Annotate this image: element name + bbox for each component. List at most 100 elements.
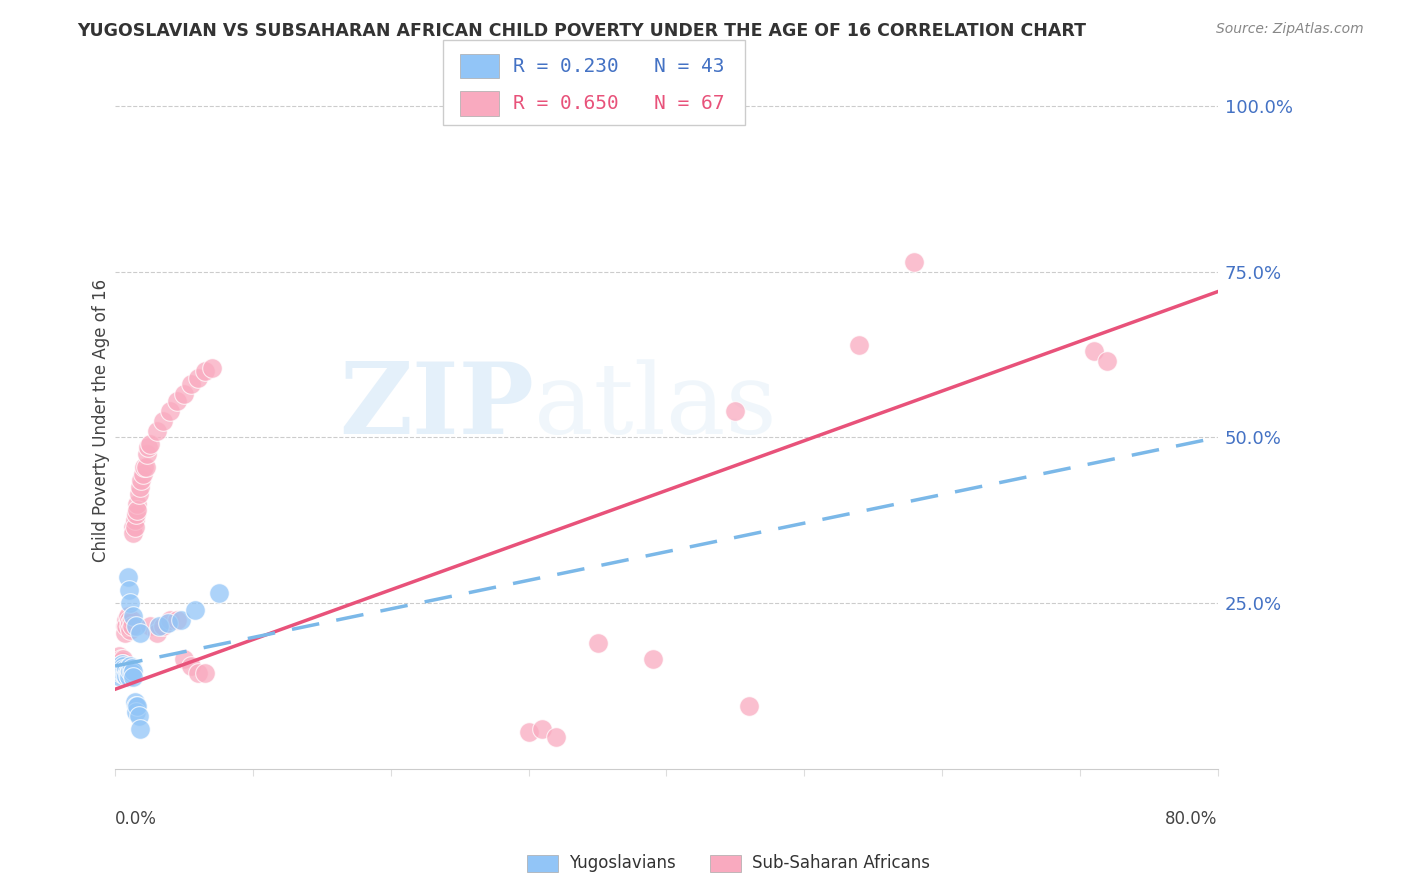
Point: [121, 613, 143, 627]
Point: [108, 664, 131, 678]
Point: [125, 706, 148, 720]
Point: [145, 626, 167, 640]
Point: [148, 619, 170, 633]
Point: [107, 652, 129, 666]
Point: [132, 467, 155, 481]
Point: [115, 662, 138, 676]
Point: [517, 725, 540, 739]
Point: [118, 665, 141, 680]
Point: [105, 665, 128, 680]
Point: [117, 609, 139, 624]
Point: [112, 659, 135, 673]
Point: [111, 657, 134, 671]
Point: [115, 613, 138, 627]
Point: [156, 615, 179, 630]
Point: [127, 698, 149, 713]
Point: [145, 424, 167, 438]
Point: [114, 667, 136, 681]
Point: [136, 441, 159, 455]
Y-axis label: Child Poverty Under the Age of 16: Child Poverty Under the Age of 16: [93, 279, 110, 563]
Point: [114, 664, 136, 678]
Point: [127, 503, 149, 517]
Text: atlas: atlas: [534, 359, 778, 455]
Point: [111, 659, 134, 673]
Point: [738, 698, 761, 713]
Point: [125, 619, 148, 633]
Point: [108, 659, 131, 673]
Point: [194, 665, 217, 680]
Point: [110, 665, 132, 680]
Point: [135, 447, 157, 461]
Point: [207, 586, 229, 600]
Point: [117, 569, 139, 583]
Point: [152, 414, 174, 428]
Point: [110, 657, 132, 671]
Point: [173, 652, 195, 666]
Point: [201, 360, 224, 375]
Point: [546, 730, 568, 744]
Point: [117, 664, 139, 678]
Point: [134, 460, 156, 475]
Point: [531, 722, 554, 736]
Point: [112, 662, 135, 676]
Point: [129, 626, 152, 640]
Point: [115, 669, 138, 683]
Point: [128, 487, 150, 501]
Text: R = 0.230   N = 43: R = 0.230 N = 43: [513, 56, 724, 76]
Point: [159, 613, 181, 627]
Point: [180, 377, 202, 392]
Point: [641, 652, 664, 666]
Text: 0.0%: 0.0%: [115, 811, 157, 829]
Point: [115, 619, 138, 633]
Point: [131, 474, 153, 488]
Point: [129, 722, 152, 736]
Point: [180, 659, 202, 673]
Point: [118, 619, 141, 633]
Point: [135, 460, 157, 475]
Point: [184, 603, 207, 617]
Text: R = 0.650   N = 67: R = 0.650 N = 67: [513, 94, 724, 113]
Point: [107, 669, 129, 683]
Point: [118, 613, 141, 627]
Text: ZIP: ZIP: [339, 359, 534, 456]
Point: [121, 619, 143, 633]
Point: [1234, 99, 1257, 113]
Point: [166, 394, 188, 409]
Point: [112, 657, 135, 671]
Point: [108, 649, 131, 664]
Point: [194, 364, 217, 378]
Point: [187, 665, 209, 680]
Point: [107, 659, 129, 673]
Point: [173, 387, 195, 401]
Text: Source: ZipAtlas.com: Source: ZipAtlas.com: [1216, 22, 1364, 37]
Point: [129, 480, 152, 494]
Point: [724, 404, 747, 418]
Point: [170, 613, 193, 627]
Point: [121, 665, 143, 680]
Point: [110, 652, 132, 666]
Point: [1083, 344, 1105, 359]
Point: [122, 526, 145, 541]
Point: [124, 696, 146, 710]
Text: 80.0%: 80.0%: [1166, 811, 1218, 829]
Point: [112, 652, 135, 666]
Point: [120, 664, 142, 678]
Point: [122, 664, 145, 678]
Point: [121, 661, 143, 675]
Point: [159, 404, 181, 418]
Text: YUGOSLAVIAN VS SUBSAHARAN AFRICAN CHILD POVERTY UNDER THE AGE OF 16 CORRELATION : YUGOSLAVIAN VS SUBSAHARAN AFRICAN CHILD …: [77, 22, 1087, 40]
Point: [1097, 354, 1119, 368]
Point: [118, 582, 141, 597]
Point: [118, 670, 141, 684]
Point: [120, 596, 142, 610]
Point: [114, 626, 136, 640]
Point: [120, 623, 142, 637]
Point: [107, 662, 129, 676]
Point: [111, 664, 134, 678]
Point: [111, 654, 134, 668]
Point: [125, 507, 148, 521]
Text: Yugoslavians: Yugoslavians: [569, 855, 676, 872]
Point: [848, 337, 870, 351]
Point: [120, 615, 142, 630]
Point: [166, 613, 188, 627]
